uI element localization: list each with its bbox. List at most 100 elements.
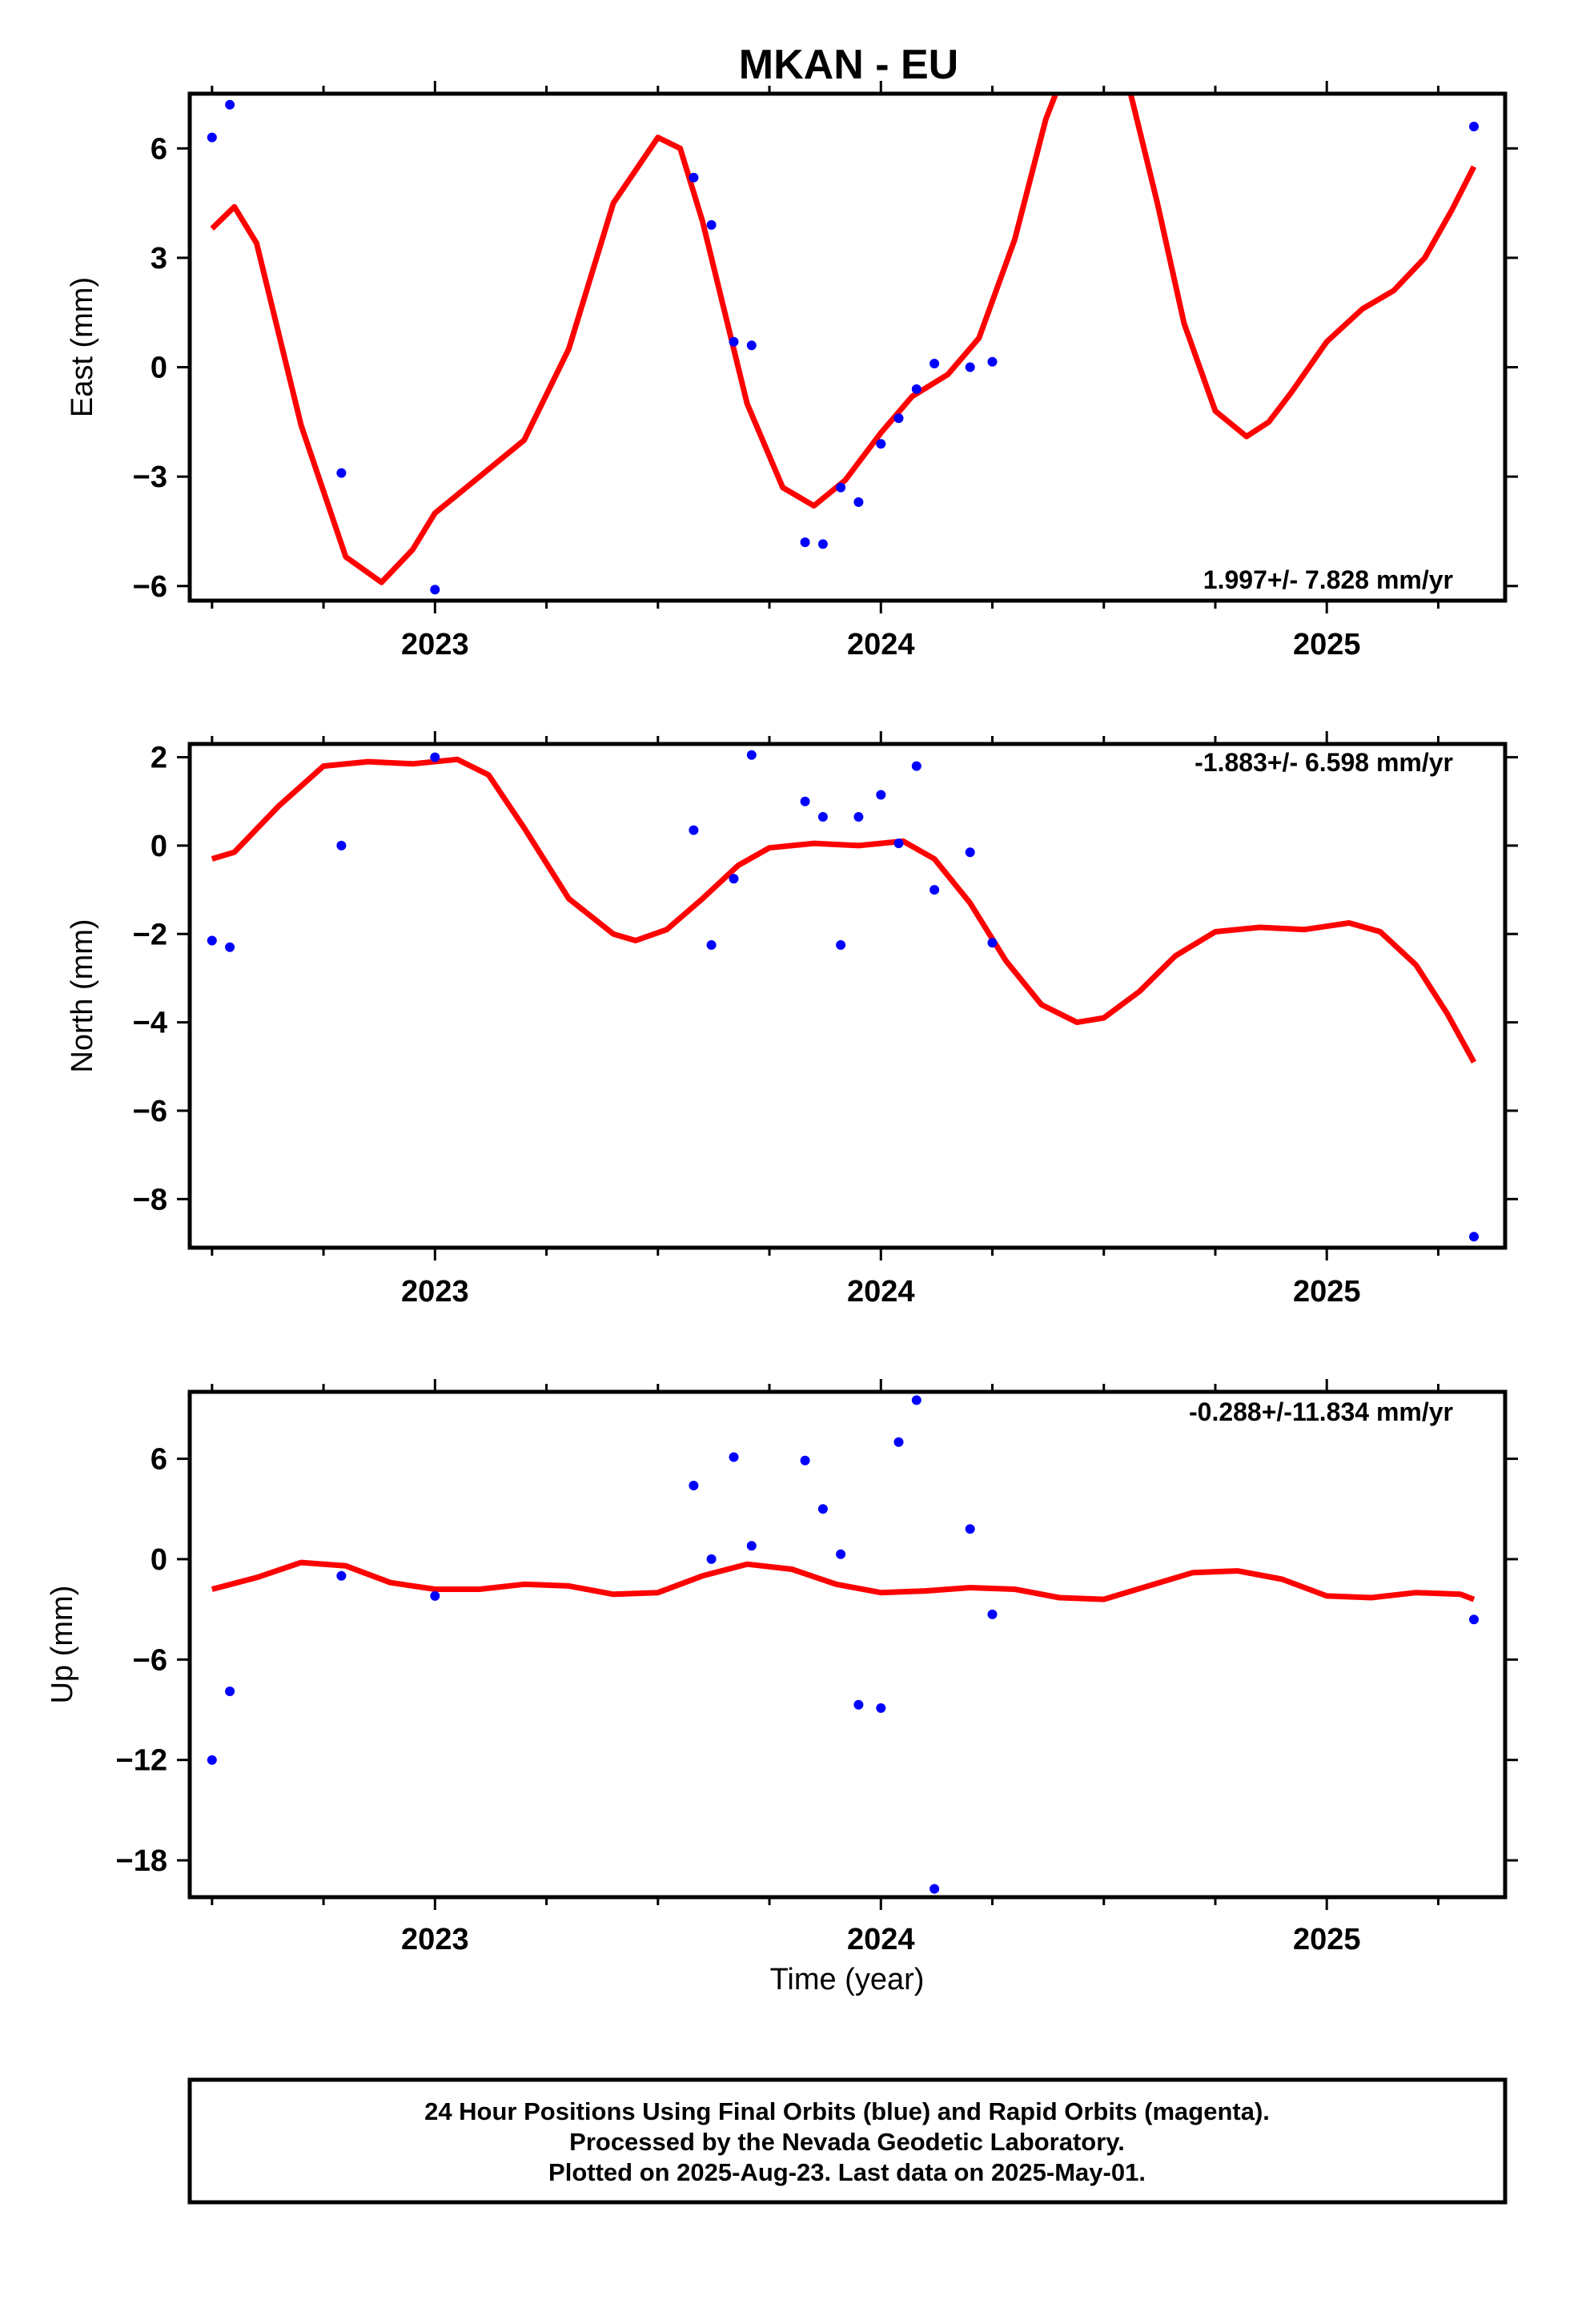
footer-line-3: Plotted on 2025-Aug-23. Last data on 202… [548, 2158, 1146, 2186]
data-point [336, 840, 347, 850]
y-tick-label: 3 [151, 242, 167, 275]
x-tick-label: 2025 [1293, 1275, 1361, 1309]
y-tick-label: −3 [133, 460, 167, 494]
data-point [911, 761, 921, 771]
plot-frame [187, 91, 1508, 603]
data-point [746, 1541, 757, 1551]
data-point [729, 1452, 739, 1462]
data-point [225, 1687, 235, 1696]
data-point [225, 942, 235, 952]
data-point [729, 874, 739, 884]
data-point [911, 384, 921, 394]
data-point [800, 537, 810, 548]
y-axis-label: East (mm) [66, 277, 99, 417]
rate-label: 1.997+/- 7.828 mm/yr [1203, 565, 1453, 594]
data-point [207, 1755, 217, 1765]
data-point [336, 468, 347, 478]
data-point [1469, 1232, 1479, 1242]
x-tick-label: 2024 [847, 1275, 915, 1309]
x-tick-label: 2024 [847, 628, 915, 661]
data-point [817, 1504, 828, 1514]
data-point [689, 172, 699, 183]
data-point [930, 1884, 940, 1894]
footer-line-2: Processed by the Nevada Geodetic Laborat… [569, 2128, 1125, 2156]
x-tick-label: 2025 [1293, 1923, 1361, 1956]
y-axis-label: North (mm) [66, 919, 99, 1072]
data-point [893, 1437, 904, 1447]
up-panel: −18 −12 −6 0 6 2023 2024 2025 Up (mm) -0.288+/-11… [46, 1379, 1518, 1956]
data-point [207, 935, 217, 946]
data-point [965, 1524, 975, 1534]
y-tick-label: −2 [133, 918, 167, 951]
fit-curve [210, 94, 1477, 585]
data-point [746, 750, 757, 760]
x-tick-label: 2025 [1293, 628, 1361, 661]
data-point [225, 99, 235, 110]
y-tick-label: 6 [151, 1443, 167, 1477]
y-tick-label: 0 [151, 1543, 167, 1577]
footer-box: 24 Hour Positions Using Final Orbits (bl… [187, 2077, 1508, 2205]
data-point [853, 1699, 864, 1710]
data-point [746, 340, 757, 351]
plot-frame [187, 1389, 1508, 1900]
data-point [876, 790, 886, 800]
data-point [836, 482, 846, 493]
data-point [987, 356, 998, 367]
data-point [729, 336, 739, 347]
y-tick-label: −12 [116, 1744, 167, 1778]
data-point [689, 1481, 699, 1490]
rate-label: -0.288+/-11.834 mm/yr [1189, 1397, 1453, 1426]
y-tick-label: 0 [151, 830, 167, 863]
north-panel: −8 −6 −4 −2 0 2 2023 2024 2025 North (mm) -1.883+/… [66, 731, 1518, 1309]
data-point [430, 1590, 440, 1601]
rate-label: -1.883+/- 6.598 mm/yr [1195, 748, 1453, 777]
data-point [706, 219, 717, 230]
data-point [706, 940, 717, 950]
x-axis-label: Time (year) [770, 1963, 925, 1996]
data-point [1469, 1614, 1479, 1625]
data-point [430, 752, 440, 762]
y-axis-label: Up (mm) [46, 1586, 79, 1704]
data-point [930, 359, 940, 368]
data-point [800, 1455, 810, 1466]
data-point [965, 362, 975, 372]
data-point [930, 885, 940, 895]
y-tick-label: −4 [133, 1007, 167, 1040]
page-title: MKAN - EU [739, 42, 958, 88]
x-tick-label: 2023 [401, 628, 469, 661]
data-point [911, 1395, 921, 1405]
data-point [800, 796, 810, 806]
data-point [1469, 122, 1479, 131]
y-tick-label: −8 [133, 1183, 167, 1216]
data-point [336, 1570, 347, 1581]
data-point [965, 847, 975, 858]
y-tick-label: 0 [151, 352, 167, 385]
y-tick-label: 2 [151, 742, 167, 775]
data-point [430, 585, 440, 595]
data-point [876, 1703, 886, 1713]
data-point [817, 539, 828, 549]
data-point [853, 497, 864, 507]
data-point [987, 1609, 998, 1619]
data-point [876, 439, 886, 449]
data-point [207, 132, 217, 143]
data-point [853, 812, 864, 822]
data-point [689, 825, 699, 835]
x-tick-label: 2023 [401, 1275, 469, 1309]
data-point [836, 940, 846, 950]
data-point [836, 1549, 846, 1559]
fit-curve [211, 1559, 1476, 1602]
y-tick-label: −6 [133, 1095, 167, 1128]
data-point [817, 812, 828, 822]
y-tick-label: −18 [116, 1844, 167, 1878]
x-tick-label: 2023 [401, 1923, 469, 1956]
footer-line-1: 24 Hour Positions Using Final Orbits (bl… [424, 2097, 1270, 2125]
data-point [706, 1554, 717, 1564]
east-panel: −6 −3 0 3 6 2023 2024 2025 East (mm) 1.997+/- 7.8… [66, 81, 1518, 661]
y-tick-label: −6 [133, 570, 167, 604]
y-tick-label: 6 [151, 132, 167, 166]
data-point [987, 938, 998, 948]
data-point [893, 413, 904, 424]
y-tick-label: −6 [133, 1643, 167, 1677]
